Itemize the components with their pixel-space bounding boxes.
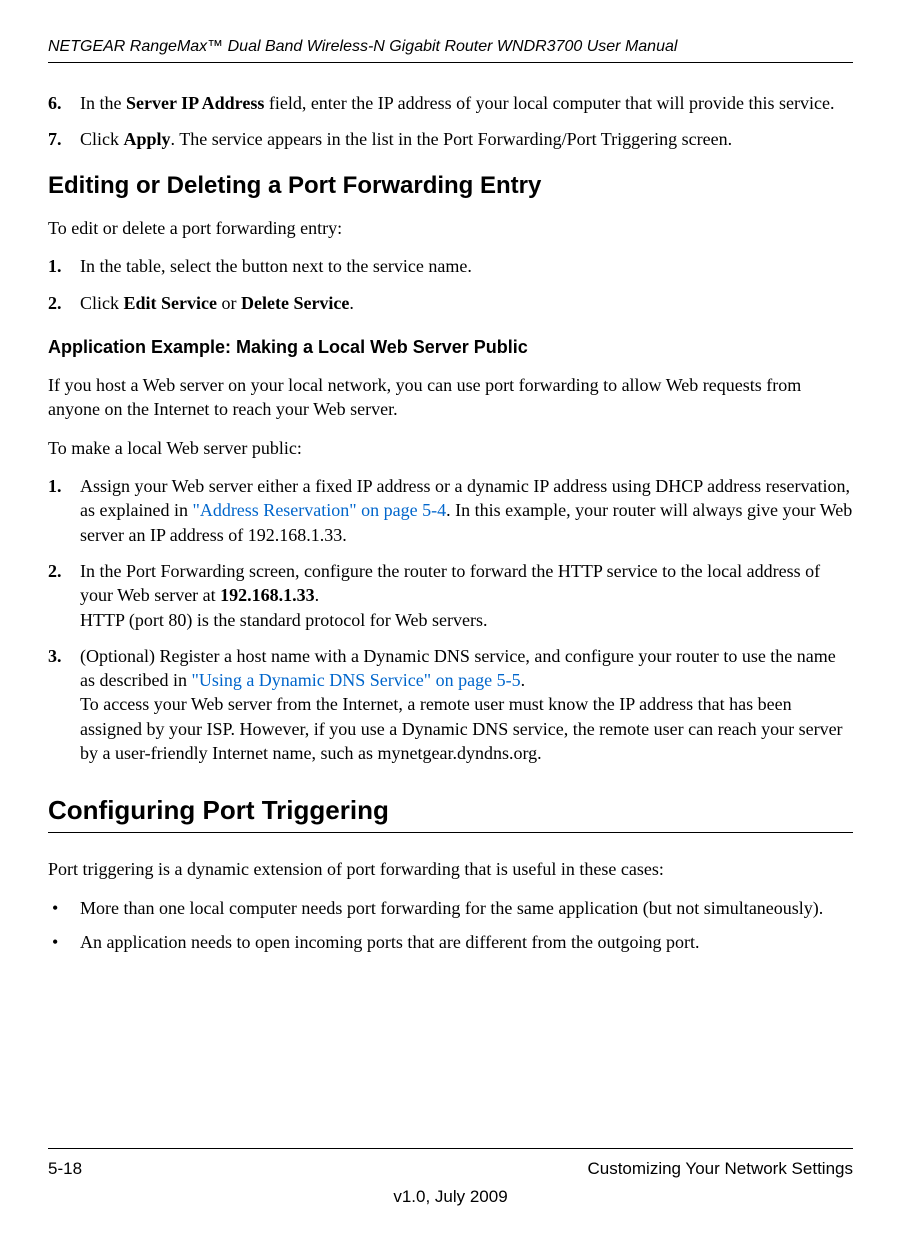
- step-text: Assign your Web server either a fixed IP…: [80, 474, 853, 547]
- step-number: 1.: [48, 254, 80, 278]
- triggering-intro: Port triggering is a dynamic extension o…: [48, 857, 853, 881]
- heading-triggering: Configuring Port Triggering: [48, 793, 853, 828]
- bullet-text: More than one local computer needs port …: [80, 896, 853, 920]
- bullet-1: • More than one local computer needs por…: [48, 896, 853, 920]
- edit-step-2: 2. Click Edit Service or Delete Service.: [48, 291, 853, 315]
- bold-ip: 192.168.1.33: [220, 585, 315, 605]
- page-number: 5-18: [48, 1159, 82, 1179]
- step-number: 2.: [48, 291, 80, 315]
- step-number: 1.: [48, 474, 80, 547]
- bullet-icon: •: [48, 930, 80, 954]
- bold-label: Edit Service: [124, 293, 217, 313]
- text-line2: To access your Web server from the Inter…: [80, 694, 843, 763]
- bold-label: Delete Service: [241, 293, 349, 313]
- bullet-2: • An application needs to open incoming …: [48, 930, 853, 954]
- footer-section: Customizing Your Network Settings: [587, 1159, 853, 1179]
- text-post: field, enter the IP address of your loca…: [264, 93, 834, 113]
- bold-label: Server IP Address: [126, 93, 264, 113]
- heading-example: Application Example: Making a Local Web …: [48, 335, 853, 359]
- text-post1: .: [521, 670, 526, 690]
- example-p1: If you host a Web server on your local n…: [48, 373, 853, 422]
- bullet-text: An application needs to open incoming po…: [80, 930, 853, 954]
- text-line2: HTTP (port 80) is the standard protocol …: [80, 610, 487, 630]
- text-post: .: [349, 293, 354, 313]
- footer-version: v1.0, July 2009: [48, 1187, 853, 1207]
- example-p2: To make a local Web server public:: [48, 436, 853, 460]
- step-number: 3.: [48, 644, 80, 765]
- step-text: (Optional) Register a host name with a D…: [80, 644, 853, 765]
- text-pre: Click: [80, 129, 124, 149]
- step-7: 7. Click Apply. The service appears in t…: [48, 127, 853, 151]
- link-address-reservation[interactable]: "Address Reservation" on page 5-4: [192, 500, 446, 520]
- header-rule: [48, 62, 853, 63]
- step-text: In the table, select the button next to …: [80, 254, 853, 278]
- text-pre: In the: [80, 93, 126, 113]
- example-step-3: 3. (Optional) Register a host name with …: [48, 644, 853, 765]
- footer-rule: [48, 1148, 853, 1149]
- example-step-2: 2. In the Port Forwarding screen, config…: [48, 559, 853, 632]
- step-number: 2.: [48, 559, 80, 632]
- page-footer: 5-18 Customizing Your Network Settings v…: [48, 1148, 853, 1207]
- edit-step-1: 1. In the table, select the button next …: [48, 254, 853, 278]
- page-header: NETGEAR RangeMax™ Dual Band Wireless-N G…: [48, 38, 853, 56]
- footer-row: 5-18 Customizing Your Network Settings: [48, 1159, 853, 1179]
- bullet-icon: •: [48, 896, 80, 920]
- main-content: 6. In the Server IP Address field, enter…: [48, 91, 853, 954]
- step-text: In the Server IP Address field, enter th…: [80, 91, 853, 115]
- intro-text: To edit or delete a port forwarding entr…: [48, 216, 853, 240]
- text-mid: or: [217, 293, 241, 313]
- text-pre: Click: [80, 293, 124, 313]
- heading-editing: Editing or Deleting a Port Forwarding En…: [48, 170, 853, 202]
- step-text: In the Port Forwarding screen, configure…: [80, 559, 853, 632]
- text-post1: .: [315, 585, 320, 605]
- text-pre: In the Port Forwarding screen, configure…: [80, 561, 820, 605]
- step-number: 7.: [48, 127, 80, 151]
- text-post: . The service appears in the list in the…: [171, 129, 733, 149]
- step-6: 6. In the Server IP Address field, enter…: [48, 91, 853, 115]
- bold-label: Apply: [124, 129, 171, 149]
- step-text: Click Edit Service or Delete Service.: [80, 291, 853, 315]
- link-dynamic-dns[interactable]: "Using a Dynamic DNS Service" on page 5-…: [191, 670, 520, 690]
- section-rule: [48, 832, 853, 833]
- step-text: Click Apply. The service appears in the …: [80, 127, 853, 151]
- step-number: 6.: [48, 91, 80, 115]
- example-step-1: 1. Assign your Web server either a fixed…: [48, 474, 853, 547]
